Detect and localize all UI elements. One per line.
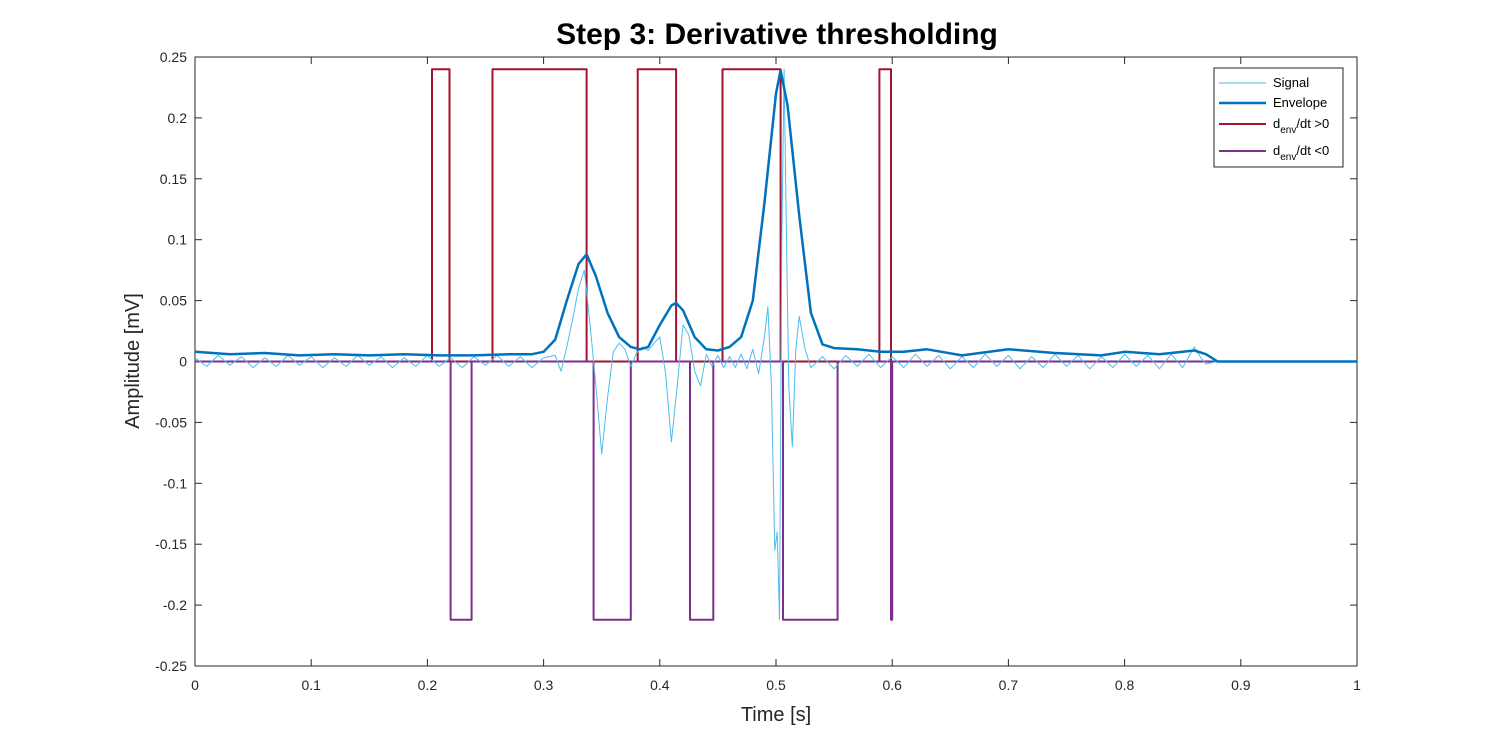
x-tick-label: 0.8 — [1115, 677, 1135, 693]
legend-label: Envelope — [1273, 95, 1327, 110]
chart-title: Step 3: Derivative thresholding — [556, 18, 998, 51]
x-axis-label: Time [s] — [741, 704, 811, 726]
x-tick-label: 0 — [191, 677, 199, 693]
y-tick-label: -0.15 — [155, 536, 187, 552]
x-tick-label: 0.4 — [650, 677, 670, 693]
axis-ticks: 0 0.1 0.2 0.3 0.4 0.5 0.6 0.7 0.8 0.9 1 -0.25 -0.2 -0… — [155, 49, 1361, 693]
x-tick-label: 1 — [1353, 677, 1361, 693]
x-tick-label: 0.2 — [418, 677, 438, 693]
positive-derivative-line — [195, 68, 1357, 363]
x-tick-label: 0.1 — [301, 677, 321, 693]
signal-line — [194, 68, 1357, 621]
legend-label: denv/dt >0 — [1273, 116, 1329, 136]
x-tick-label: 0.3 — [534, 677, 554, 693]
y-tick-label: 0.1 — [168, 232, 188, 248]
x-tick-label: 0.7 — [999, 677, 1019, 693]
y-axis-label: Amplitude [mV] — [122, 293, 144, 429]
y-tick-label: -0.1 — [163, 475, 187, 491]
legend: Signal Envelope denv/dt >0 denv/dt <0 — [1213, 67, 1344, 168]
y-tick-label: -0.05 — [155, 414, 187, 430]
y-tick-label: -0.2 — [163, 597, 187, 613]
y-tick-label: 0.15 — [160, 171, 187, 187]
y-tick-label: 0.05 — [160, 293, 187, 309]
envelope-line — [194, 69, 1357, 363]
negative-derivative-line — [195, 360, 1357, 621]
y-tick-label: 0.25 — [160, 49, 187, 65]
y-tick-label: -0.25 — [155, 658, 187, 674]
legend-label: Signal — [1273, 75, 1309, 90]
series-layer — [194, 68, 1357, 621]
x-tick-label: 0.6 — [882, 677, 902, 693]
legend-label: denv/dt <0 — [1273, 143, 1329, 163]
x-tick-label: 0.5 — [766, 677, 786, 693]
y-tick-label: 0 — [179, 354, 187, 370]
x-tick-label: 0.9 — [1231, 677, 1251, 693]
y-tick-label: 0.2 — [168, 110, 188, 126]
